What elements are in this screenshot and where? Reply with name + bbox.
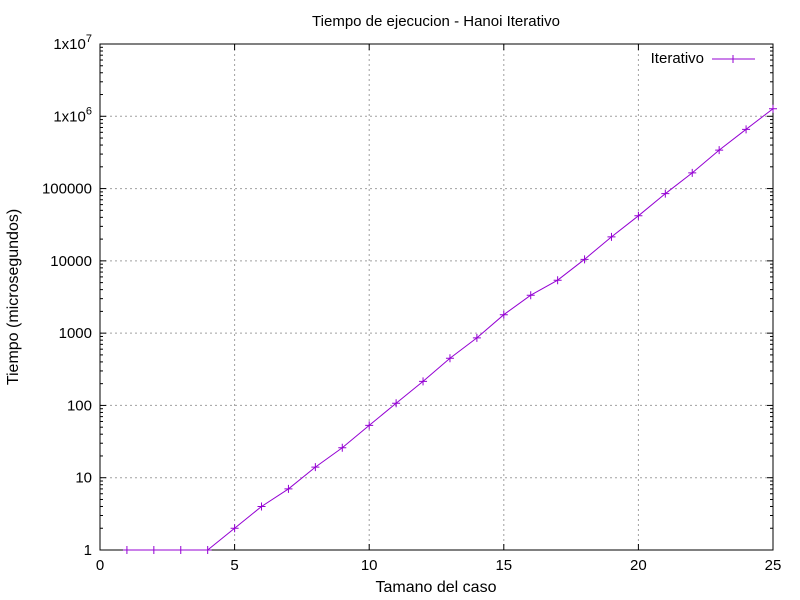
x-tick-label: 25	[765, 557, 782, 574]
data-point	[715, 146, 724, 155]
legend-marker	[729, 55, 737, 63]
series-group	[122, 104, 777, 554]
data-point	[499, 310, 508, 319]
data-point	[257, 502, 266, 511]
grid	[100, 44, 773, 550]
plot-border	[99, 43, 774, 551]
y-tick-label: 10000	[50, 253, 92, 270]
series-line-iterativo	[126, 108, 774, 551]
x-tick-label: 15	[495, 557, 512, 574]
data-point	[122, 546, 131, 554]
data-point	[769, 104, 777, 113]
y-tick-label: 1	[84, 542, 92, 559]
y-tick-label-exponent: 6	[86, 105, 92, 117]
data-point	[203, 546, 212, 554]
y-tick-label-base: 1x10	[53, 108, 86, 125]
y-tick-label-base: 100000	[42, 181, 92, 198]
y-tick-label-base: 1x10	[53, 36, 86, 53]
y-tick-label: 10	[75, 470, 92, 487]
y-tick-label-exponent: 7	[86, 33, 92, 45]
data-point	[419, 377, 428, 386]
chart-title: Tiempo de ejecucion - Hanoi Iterativo	[312, 13, 560, 30]
y-tick-label-base: 10000	[50, 253, 92, 270]
data-point	[607, 232, 616, 241]
data-point	[338, 443, 347, 452]
legend-label: Iterativo	[651, 50, 704, 67]
y-tick-label: 1x107	[53, 33, 92, 53]
y-tick-label: 1000	[59, 325, 92, 342]
data-point	[688, 168, 697, 177]
data-point	[365, 421, 374, 430]
y-tick-label-base: 100	[67, 397, 92, 414]
data-point	[553, 276, 562, 285]
data-point	[742, 125, 751, 134]
x-tick-label: 20	[630, 557, 647, 574]
x-axis-label: Tamano del caso	[376, 579, 497, 596]
x-axis: 0 5 10 15 20 25	[96, 44, 782, 574]
x-tick-label: 0	[96, 557, 104, 574]
data-point	[176, 546, 185, 554]
data-point	[526, 291, 535, 300]
data-point	[472, 333, 481, 342]
y-tick-label: 100	[67, 397, 92, 414]
y-tick-label: 1x106	[53, 105, 92, 125]
y-tick-label-base: 1000	[59, 325, 92, 342]
y-tick-label-base: 1	[84, 542, 92, 559]
legend: Iterativo	[651, 50, 755, 67]
y-axis-label: Tiempo (microsegundos)	[5, 209, 22, 385]
data-point	[445, 354, 454, 363]
data-point	[580, 255, 589, 264]
data-point	[392, 399, 401, 408]
x-tick-label: 10	[361, 557, 378, 574]
y-tick-label-base: 10	[75, 470, 92, 487]
x-tick-label: 5	[230, 557, 238, 574]
data-point	[661, 189, 670, 198]
data-point	[230, 524, 239, 533]
y-tick-label: 100000	[42, 181, 92, 198]
data-point	[634, 211, 643, 220]
data-point	[311, 463, 320, 472]
data-point	[149, 546, 158, 554]
data-point	[284, 484, 293, 493]
